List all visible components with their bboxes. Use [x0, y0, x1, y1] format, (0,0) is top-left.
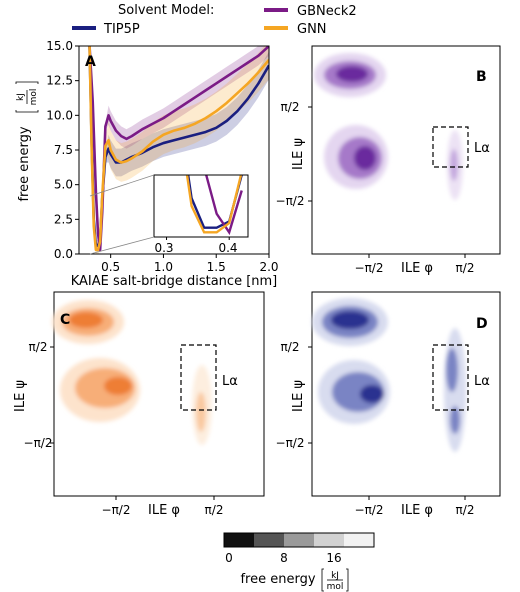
panel-d-ylabel: ILE ψ — [291, 380, 306, 412]
panel-a-ytick-label: 10.0 — [46, 108, 73, 122]
legend-entry-tip5p: TIP5P — [103, 22, 140, 37]
colorbar-label: free energy — [240, 572, 315, 587]
panel-b-basin-top-core — [336, 66, 368, 82]
panel-d-basin-top-core — [331, 311, 369, 329]
inset-line-gnn — [185, 175, 243, 234]
panel-d-alpha-l-box — [432, 344, 469, 411]
colorbar-bin-3 — [314, 533, 344, 547]
panel-a-line-chart: 0.5 1.0 1.5 2.0 0.0 2.5 5.0 7.5 10.0 12.5 15.0 A K… — [15, 39, 279, 289]
panel-d-basin-mid-core — [360, 385, 384, 403]
panel-d-alpha-l-mid — [446, 348, 458, 392]
panel-b-xlabel: ILE φ — [401, 261, 433, 276]
panel-b-xtick-0: −π/2 — [355, 261, 384, 275]
panel-d-heatmap: Lα D −π/2 π/2 ILE φ π/2 −π/2 ILE ψ — [276, 291, 501, 518]
panel-a-ytick-label: 7.5 — [54, 143, 73, 157]
panel-a-ytick-label: 5.0 — [54, 178, 73, 192]
panel-d-letter: D — [476, 316, 488, 332]
colorbar-unit-num: kJ — [331, 571, 339, 581]
panel-a-ylabel: free energy kJ mol — [15, 81, 39, 202]
panel-d-density — [312, 298, 466, 452]
panel-a-ylabel-unit-den: mol — [29, 89, 39, 106]
panel-a-xtick-label: 1.0 — [154, 260, 173, 274]
panel-a-ytick-label: 2.5 — [54, 212, 73, 226]
panel-b-xtick-1: π/2 — [456, 261, 475, 275]
panel-a-ytick-label: 12.5 — [46, 74, 73, 88]
panel-c-alpha-l-box — [180, 344, 217, 411]
colorbar-bin-0 — [224, 533, 254, 547]
colorbar-unit-brackets — [321, 568, 349, 592]
band-gbneck2 — [89, 46, 269, 254]
panel-a-ylabel-unit-num: kJ — [16, 93, 26, 101]
panel-d-annotation: Lα — [474, 374, 490, 389]
panel-d-xlabel: ILE φ — [401, 503, 433, 518]
inset-connector-top — [89, 174, 155, 197]
panel-b-ytick-0: π/2 — [281, 100, 300, 114]
panel-b-ytick-1: −π/2 — [276, 194, 305, 208]
panel-b-letter: B — [476, 69, 487, 85]
colorbar-tick-8: 8 — [280, 551, 288, 565]
colorbar-tick-16: 16 — [326, 551, 341, 565]
panel-c-ytick-1: −π/2 — [24, 436, 53, 450]
inset-frame — [153, 174, 249, 238]
panel-a-ytick-label: 0.0 — [54, 247, 73, 261]
panel-a-xlabel: KAIAE salt-bridge distance [nm] — [71, 274, 278, 289]
inset-connector-bottom — [89, 236, 155, 255]
panel-b-alpha-l-box — [432, 126, 469, 168]
inset-series-lines — [185, 175, 243, 236]
panel-b-density — [314, 53, 463, 200]
panel-c-annotation: Lα — [222, 374, 238, 389]
legend-title: Solvent Model: — [118, 3, 214, 18]
panel-b-heatmap: Lα B −π/2 π/2 ILE φ π/2 −π/2 ILE ψ — [276, 45, 501, 276]
panel-d-ytick-0: π/2 — [281, 340, 300, 354]
inset-xtick-0.4: 0.4 — [218, 241, 237, 255]
panel-d-xtick-0: −π/2 — [355, 503, 384, 517]
panel-b-basin-mid-core — [354, 146, 376, 170]
panel-b-alpha-l-core — [450, 149, 458, 181]
inset-line-gbneck2 — [204, 175, 243, 236]
band-tip5p — [89, 46, 269, 252]
panel-a-uncertainty-bands — [89, 46, 269, 254]
colorbar-unit-den: mol — [327, 582, 344, 592]
band-gnn — [89, 46, 269, 254]
legend: Solvent Model: TIP5P GBNeck2 GNN — [72, 3, 357, 37]
panel-c-xlabel: ILE φ — [148, 503, 180, 518]
panel-d-alpha-l-lower — [450, 406, 460, 434]
panel-a-xtick-label: 1.5 — [207, 260, 226, 274]
colorbar-bin-2 — [284, 533, 314, 547]
line-gnn — [88, 46, 269, 252]
panel-b-ylabel: ILE ψ — [291, 138, 306, 170]
panel-a-xtick-label: 2.0 — [259, 260, 278, 274]
panel-c-xtick-0: −π/2 — [102, 503, 131, 517]
panel-a-series-lines — [88, 46, 269, 252]
legend-entry-gnn: GNN — [297, 22, 327, 37]
panel-c-heatmap: Lα C −π/2 π/2 ILE φ π/2 −π/2 ILE ψ — [13, 291, 265, 518]
panel-c-basin-mid-core — [104, 377, 132, 395]
panel-a-ytick-label: 15.0 — [46, 39, 73, 53]
panel-c-letter: C — [60, 312, 70, 328]
panel-a-xtick-label: 0.5 — [101, 260, 120, 274]
legend-entry-gbneck2: GBNeck2 — [297, 4, 357, 19]
panel-c-ytick-0: π/2 — [29, 340, 48, 354]
colorbar: 0 8 16 free energy kJ mol — [223, 532, 375, 592]
colorbar-bin-1 — [254, 533, 284, 547]
panel-c-xtick-1: π/2 — [205, 503, 224, 517]
panel-d-xtick-1: π/2 — [456, 503, 475, 517]
colorbar-bin-4 — [344, 533, 374, 547]
panel-a-ylabel-brackets — [15, 81, 39, 113]
panel-d-ytick-1: −π/2 — [276, 436, 305, 450]
colorbar-frame — [223, 532, 375, 548]
panel-c-basin-top-core — [69, 312, 103, 328]
panel-c-density — [52, 300, 212, 445]
panel-c-ylabel: ILE ψ — [13, 380, 28, 412]
panel-a-ylabel-text: free energy — [17, 126, 32, 201]
panel-c-alpha-l-core — [196, 392, 206, 432]
colorbar-tick-0: 0 — [225, 551, 233, 565]
inset-xtick-0.3: 0.3 — [154, 241, 173, 255]
panel-b-annotation: Lα — [474, 141, 490, 156]
panel-a-ticks: 0.5 1.0 1.5 2.0 0.0 2.5 5.0 7.5 10.0 12.5 15.0 — [46, 39, 278, 274]
panel-a-inset: 0.3 0.4 — [89, 174, 249, 255]
panel-a-letter: A — [85, 54, 96, 70]
